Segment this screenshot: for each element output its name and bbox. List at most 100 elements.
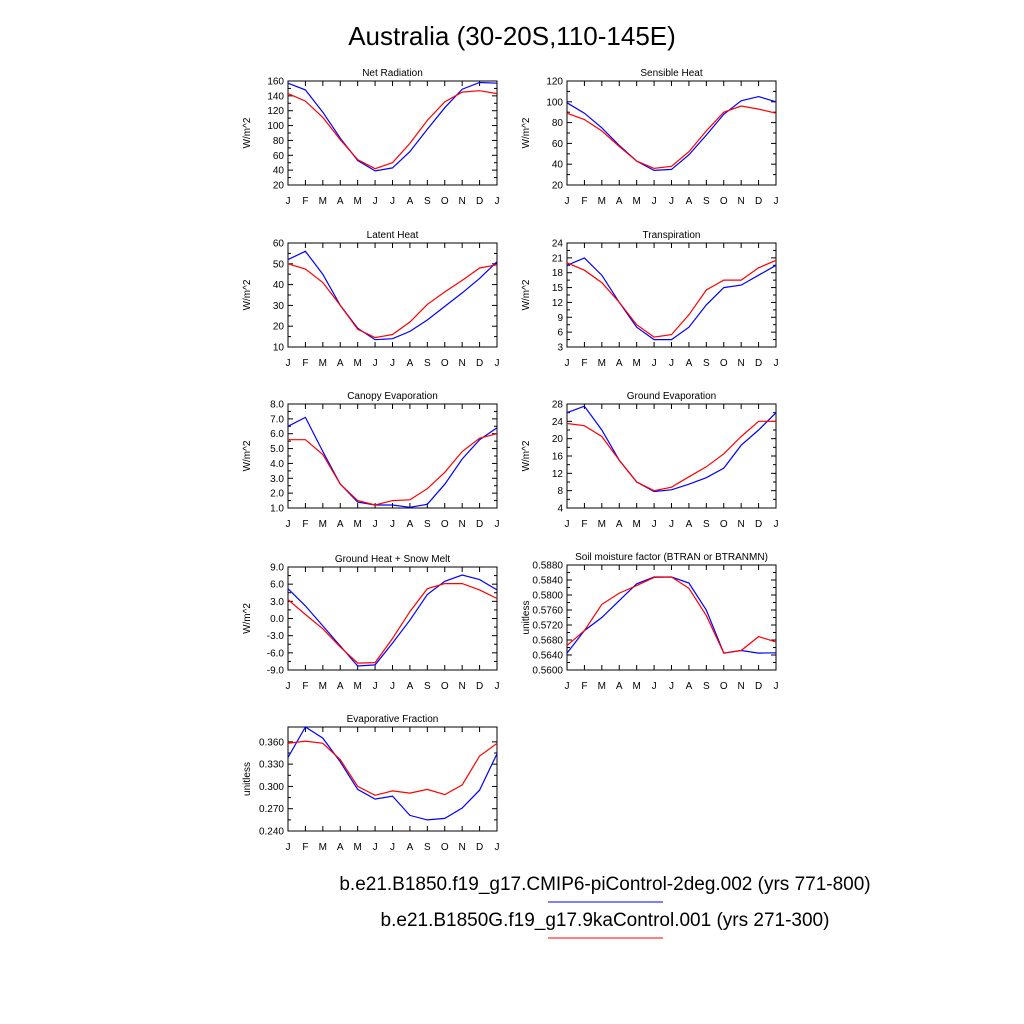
panel-title: Net Radiation [362, 68, 423, 79]
y-tick-label: 40 [552, 160, 564, 171]
x-tick-label: F [302, 842, 308, 853]
x-tick-label: A [686, 519, 693, 530]
plot-frame [566, 564, 777, 671]
x-tick-label: A [407, 681, 414, 692]
legend-entry-label: b.e21.B1850G.f19_g17.9kaControl.001 (yrs… [381, 910, 830, 931]
y-tick-label: 18 [552, 268, 564, 279]
x-tick-label: O [720, 519, 728, 530]
y-tick-label: 12 [552, 298, 564, 309]
x-tick-label: J [390, 196, 395, 207]
panel-title: Soil moisture factor (BTRAN or BTRANMN) [575, 552, 768, 563]
x-tick-label: M [353, 681, 361, 692]
panel-title: Ground Heat + Snow Melt [335, 554, 451, 565]
x-tick-label: J [373, 681, 378, 692]
series-line-1 [566, 95, 777, 172]
x-tick-label: J [652, 519, 657, 530]
x-tick-label: D [476, 842, 483, 853]
x-tick-label: J [774, 681, 779, 692]
x-tick-label: A [616, 681, 623, 692]
y-tick-label: 0.270 [259, 804, 284, 815]
x-tick-label: J [774, 358, 779, 369]
x-tick-label: D [476, 519, 483, 530]
y-tick-label: 21 [552, 253, 564, 264]
x-tick-label: N [738, 196, 745, 207]
x-tick-label: J [669, 196, 674, 207]
y-tick-label: 3.0 [270, 597, 284, 608]
plot-frame [287, 80, 498, 186]
x-tick-label: J [495, 358, 500, 369]
x-tick-label: M [632, 681, 640, 692]
x-tick-label: N [459, 519, 466, 530]
y-tick-label: 40 [273, 280, 285, 291]
x-tick-label: J [565, 681, 570, 692]
y-tick-label: 60 [552, 139, 564, 150]
x-tick-label: J [373, 358, 378, 369]
y-axis-label: W/m^2 [521, 440, 532, 471]
y-tick-label: 12 [552, 469, 564, 480]
y-tick-label: 6.0 [270, 429, 284, 440]
y-tick-label: 10 [273, 343, 285, 354]
legend: b.e21.B1850.f19_g17.CMIP6-piControl-2deg… [339, 874, 871, 939]
x-tick-label: D [755, 358, 762, 369]
y-tick-label: 120 [546, 77, 563, 88]
x-tick-label: J [373, 842, 378, 853]
series-line-2 [287, 263, 498, 339]
y-tick-label: -6.0 [267, 648, 285, 659]
panel-title: Canopy Evaporation [347, 391, 438, 402]
plot-frame [566, 242, 777, 348]
panel-9: Evaporative Fraction 0.240 0.270 0.300 0.330… [242, 714, 500, 853]
figure-title: Australia (30-20S,110-145E) [348, 21, 676, 51]
x-tick-label: A [407, 842, 414, 853]
x-tick-label: J [390, 358, 395, 369]
x-tick-label: M [598, 681, 606, 692]
x-tick-label: A [337, 196, 344, 207]
x-tick-label: O [441, 842, 449, 853]
y-tick-label: 30 [273, 301, 285, 312]
y-tick-label: 9 [557, 313, 563, 324]
x-tick-label: O [720, 358, 728, 369]
x-tick-label: J [652, 681, 657, 692]
y-tick-label: 0.5640 [532, 651, 563, 662]
x-tick-label: J [652, 196, 657, 207]
y-axis-label: W/m^2 [521, 279, 532, 310]
x-tick-label: J [774, 519, 779, 530]
x-tick-label: S [703, 196, 710, 207]
panel-8: Soil moisture factor (BTRAN or BTRANMN) 0… [521, 552, 779, 692]
y-tick-label: 160 [267, 77, 284, 88]
series-line-1 [287, 81, 498, 172]
y-tick-label: 4 [557, 504, 563, 515]
x-tick-label: J [565, 196, 570, 207]
panel-title: Latent Heat [367, 230, 419, 241]
plot-frame [566, 403, 777, 509]
x-tick-label: J [373, 519, 378, 530]
y-tick-label: 20 [273, 181, 285, 192]
x-tick-label: O [441, 681, 449, 692]
y-tick-label: 7.0 [270, 414, 284, 425]
x-tick-label: J [286, 681, 291, 692]
x-tick-label: F [581, 196, 587, 207]
x-tick-label: N [738, 681, 745, 692]
x-tick-label: M [319, 358, 327, 369]
x-tick-label: F [302, 196, 308, 207]
series-line-1 [287, 416, 498, 508]
series-line-1 [566, 257, 777, 341]
x-tick-label: J [495, 681, 500, 692]
y-tick-label: 24 [552, 239, 564, 250]
y-tick-label: 8 [557, 486, 563, 497]
x-tick-label: A [686, 681, 693, 692]
x-tick-label: M [319, 842, 327, 853]
y-tick-label: 0.300 [259, 782, 284, 793]
series-line-2 [566, 259, 777, 338]
x-tick-label: J [390, 842, 395, 853]
y-tick-label: 16 [552, 452, 564, 463]
x-tick-label: F [302, 358, 308, 369]
y-tick-label: 9.0 [270, 563, 284, 574]
panel-title: Ground Evaporation [627, 391, 717, 402]
series-line-2 [287, 582, 498, 664]
panel-5: Canopy Evaporation 1.0 2.0 3.0 4.0 5.0 6.0 7.0 8… [242, 391, 500, 530]
y-tick-label: 3 [557, 343, 563, 354]
